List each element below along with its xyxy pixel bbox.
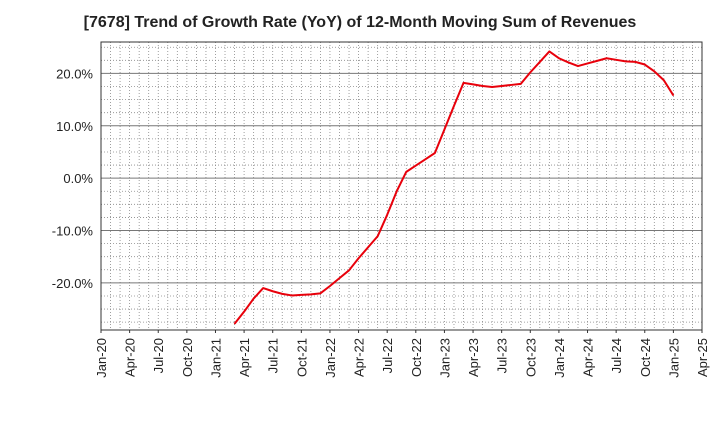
data-point	[253, 298, 255, 300]
data-point	[367, 246, 369, 248]
x-tick-label: Oct-24	[638, 338, 653, 377]
data-point	[653, 70, 655, 72]
y-tick-label: 10.0%	[56, 119, 93, 134]
data-point	[663, 79, 665, 81]
data-point	[443, 128, 445, 130]
data-point	[348, 269, 350, 271]
y-tick-label: -10.0%	[52, 224, 94, 239]
data-point	[319, 292, 321, 294]
x-tick-label: Jan-21	[208, 338, 223, 378]
data-point	[424, 158, 426, 160]
x-tick-label: Jan-20	[94, 338, 109, 378]
data-point	[291, 294, 293, 296]
x-tick-label: Jul-20	[151, 338, 166, 373]
data-point	[415, 165, 417, 167]
data-point	[472, 83, 474, 85]
data-point	[567, 61, 569, 63]
data-point	[596, 60, 598, 62]
data-point	[434, 152, 436, 154]
chart-title: [7678] Trend of Growth Rate (YoY) of 12-…	[83, 14, 637, 31]
data-point	[558, 57, 560, 59]
data-point	[338, 277, 340, 279]
data-point	[272, 290, 274, 292]
x-tick-label: Apr-25	[695, 338, 710, 377]
data-point	[300, 294, 302, 296]
data-point	[520, 83, 522, 85]
data-point	[377, 235, 379, 237]
x-tick-label: Apr-23	[466, 338, 481, 377]
data-point	[310, 293, 312, 295]
x-tick-label: Jul-21	[266, 338, 281, 373]
data-point	[262, 287, 264, 289]
y-tick-label: 20.0%	[56, 66, 93, 81]
data-point	[281, 293, 283, 295]
x-tick-label: Jul-22	[380, 338, 395, 373]
data-point	[453, 105, 455, 107]
data-point	[587, 62, 589, 64]
x-tick-label: Apr-22	[352, 338, 367, 377]
data-point	[510, 84, 512, 86]
data-point	[405, 171, 407, 173]
plot-border	[100, 41, 703, 331]
data-point	[482, 85, 484, 87]
data-point	[625, 60, 627, 62]
x-tick-label: Oct-23	[523, 338, 538, 377]
data-point	[539, 61, 541, 63]
data-point	[606, 57, 608, 59]
x-tick-label: Jul-23	[495, 338, 510, 373]
x-tick-label: Jan-22	[323, 338, 338, 378]
y-tick-label: 0.0%	[63, 171, 93, 186]
x-tick-label: Oct-21	[294, 338, 309, 377]
x-tick-label: Jan-23	[437, 338, 452, 378]
data-point	[243, 311, 245, 313]
x-tick-label: Oct-22	[409, 338, 424, 377]
data-point	[644, 64, 646, 66]
data-point	[672, 94, 674, 96]
data-point	[234, 323, 236, 325]
data-point	[501, 85, 503, 87]
data-point	[634, 61, 636, 63]
data-point	[329, 285, 331, 287]
x-tick-label: Apr-24	[581, 338, 596, 377]
x-tick-label: Jul-24	[609, 338, 624, 373]
data-point	[548, 50, 550, 52]
x-tick-label: Jan-25	[666, 338, 681, 378]
data-point	[615, 59, 617, 61]
data-point	[529, 71, 531, 73]
y-tick-label: -20.0%	[52, 276, 94, 291]
data-point	[396, 190, 398, 192]
data-point	[386, 214, 388, 216]
x-tick-label: Apr-21	[237, 338, 252, 377]
x-tick-label: Apr-20	[123, 338, 138, 377]
data-point	[577, 65, 579, 67]
x-tick-label: Oct-20	[180, 338, 195, 377]
data-point	[491, 86, 493, 88]
data-point	[463, 82, 465, 84]
x-tick-label: Jan-24	[552, 338, 567, 378]
data-point	[358, 257, 360, 259]
